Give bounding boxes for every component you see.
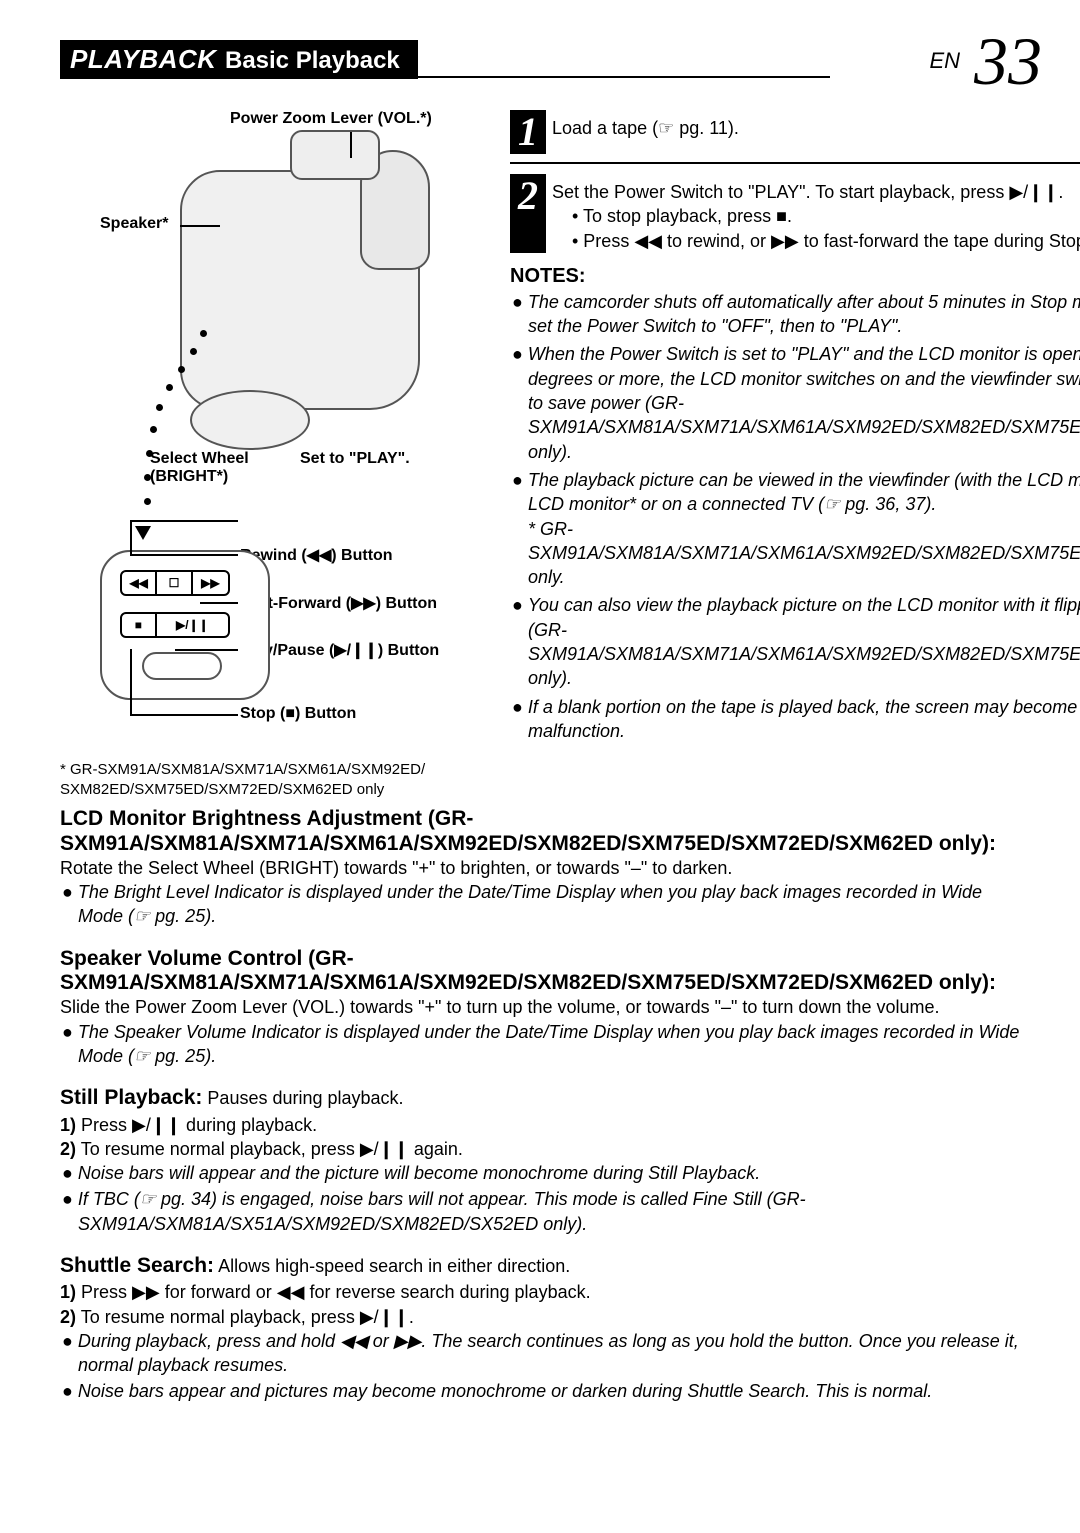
- leader-stop-v: [130, 649, 132, 714]
- note-2: When the Power Switch is set to "PLAY" a…: [528, 342, 1080, 463]
- still-text: Pauses during playback.: [207, 1088, 403, 1108]
- speaker-bullet-1: The Speaker Volume Indicator is displaye…: [78, 1020, 1030, 1069]
- section-shuttle: Shuttle Search: Allows high-speed search…: [60, 1254, 1030, 1404]
- step-1-text: Load a tape (☞ pg. 11).: [552, 110, 1080, 154]
- header-en: EN: [929, 48, 960, 74]
- header-bar: PLAYBACK Basic Playback: [60, 40, 418, 79]
- leader-rewind: [130, 554, 238, 556]
- speaker-heading: Speaker Volume Control (GR-SXM91A/SXM81A…: [60, 947, 996, 994]
- shuttle-step-2: 2) To resume normal playback, press ▶/❙❙…: [60, 1305, 1030, 1329]
- steps-column: 1 Load a tape (☞ pg. 11). 2 Set the Powe…: [510, 110, 1080, 747]
- step-2-bullet-2: • Press ◀◀ to rewind, or ▶▶ to fast-forw…: [572, 229, 1080, 253]
- camera-viewfinder-shape: [290, 130, 380, 180]
- notes-heading: NOTES:: [510, 263, 1080, 290]
- still-step-2: 2) To resume normal playback, press ▶/❙❙…: [60, 1137, 1030, 1161]
- note-3b: * GR-SXM91A/SXM81A/SXM71A/SXM61A/SXM92ED…: [528, 519, 1080, 588]
- leader-stop-h: [130, 714, 238, 716]
- leader-zoom: [350, 132, 352, 158]
- section-lcd: LCD Monitor Brightness Adjustment (GR-SX…: [60, 807, 1030, 928]
- shuttle-heading: Shuttle Search:: [60, 1254, 214, 1277]
- note-1: The camcorder shuts off automatically af…: [528, 290, 1080, 339]
- still-bullet-2: If TBC (☞ pg. 34) is engaged, noise bars…: [78, 1187, 1030, 1236]
- header-rule: [60, 76, 830, 78]
- diagram-column: Power Zoom Lever (VOL.*) Speaker* Select…: [60, 110, 470, 747]
- label-speaker: Speaker*: [100, 215, 169, 233]
- page-header: PLAYBACK Basic Playback EN 33: [60, 40, 1030, 90]
- step-1: 1 Load a tape (☞ pg. 11).: [510, 110, 1080, 154]
- section-still: Still Playback: Pauses during playback. …: [60, 1086, 1030, 1236]
- speaker-text: Slide the Power Zoom Lever (VOL.) toward…: [60, 997, 939, 1017]
- button-row-top: ◀◀☐▶▶: [120, 570, 230, 596]
- lcd-bullet-1: The Bright Level Indicator is displayed …: [78, 880, 1030, 929]
- still-step-1: 1) Press ▶/❙❙ during playback.: [60, 1113, 1030, 1137]
- leader-panel-top: [130, 520, 132, 554]
- label-select-wheel: Select Wheel (BRIGHT*): [150, 450, 260, 485]
- leader-speaker: [180, 225, 220, 227]
- shuttle-bullet-1: During playback, press and hold ◀◀ or ▶▶…: [78, 1329, 1030, 1378]
- still-step-2-text: To resume normal playback, press ▶/❙❙ ag…: [81, 1139, 463, 1159]
- header-basic: Basic Playback: [225, 47, 400, 74]
- button-row-mid: ■▶/❙❙: [120, 612, 230, 638]
- label-zoom-lever: Power Zoom Lever (VOL.*): [230, 110, 432, 128]
- lcd-heading: LCD Monitor Brightness Adjustment (GR-SX…: [60, 807, 996, 854]
- camera-strap-shape: [190, 390, 310, 450]
- shuttle-step-1: 1) Press ▶▶ for forward or ◀◀ for revers…: [60, 1280, 1030, 1304]
- step-2: 2 Set the Power Switch to "PLAY". To sta…: [510, 174, 1080, 253]
- note-5: If a blank portion on the tape is played…: [528, 695, 1080, 744]
- step-2-text: Set the Power Switch to "PLAY". To start…: [552, 180, 1080, 204]
- note-3a: The playback picture can be viewed in th…: [528, 470, 1080, 514]
- header-playback: PLAYBACK: [70, 44, 217, 74]
- page-number: 33: [974, 22, 1042, 101]
- button-oval: [142, 652, 222, 680]
- step-1-number: 1: [510, 110, 546, 154]
- note-3: The playback picture can be viewed in th…: [528, 468, 1080, 589]
- dotted-arrow: [160, 330, 170, 340]
- step-2-bullet-1: • To stop playback, press ■.: [572, 204, 1080, 228]
- leader-panel-top-h: [130, 520, 238, 522]
- shuttle-step-2-text: To resume normal playback, press ▶/❙❙.: [81, 1307, 414, 1327]
- leader-pp: [175, 649, 238, 651]
- lcd-text: Rotate the Select Wheel (BRIGHT) towards…: [60, 858, 732, 878]
- notes-list: The camcorder shuts off automatically af…: [510, 290, 1080, 743]
- step-2-number: 2: [510, 174, 546, 253]
- label-stop-button: Stop (■) Button: [240, 705, 356, 723]
- still-heading: Still Playback:: [60, 1086, 202, 1109]
- lower-sections: LCD Monitor Brightness Adjustment (GR-SX…: [60, 807, 1030, 1404]
- button-panel: ◀◀☐▶▶ ■▶/❙❙: [100, 550, 270, 700]
- section-speaker: Speaker Volume Control (GR-SXM91A/SXM81A…: [60, 947, 1030, 1068]
- still-step-1-text: Press ▶/❙❙ during playback.: [81, 1115, 317, 1135]
- shuttle-text: Allows high-speed search in either direc…: [218, 1256, 570, 1276]
- step-separator: [510, 162, 1080, 164]
- label-set-play: Set to "PLAY".: [300, 450, 410, 468]
- note-4: You can also view the playback picture o…: [528, 593, 1080, 690]
- camcorder-diagram: Power Zoom Lever (VOL.*) Speaker* Select…: [60, 110, 470, 740]
- diagram-footnote: * GR-SXM91A/SXM81A/SXM71A/SXM61A/SXM92ED…: [60, 760, 425, 799]
- shuttle-bullet-2: Noise bars appear and pictures may becom…: [78, 1379, 1030, 1403]
- shuttle-step-1-text: Press ▶▶ for forward or ◀◀ for reverse s…: [81, 1282, 591, 1302]
- arrow-head-icon: [135, 526, 151, 540]
- still-bullet-1: Noise bars will appear and the picture w…: [78, 1161, 1030, 1185]
- leader-ff: [200, 602, 238, 604]
